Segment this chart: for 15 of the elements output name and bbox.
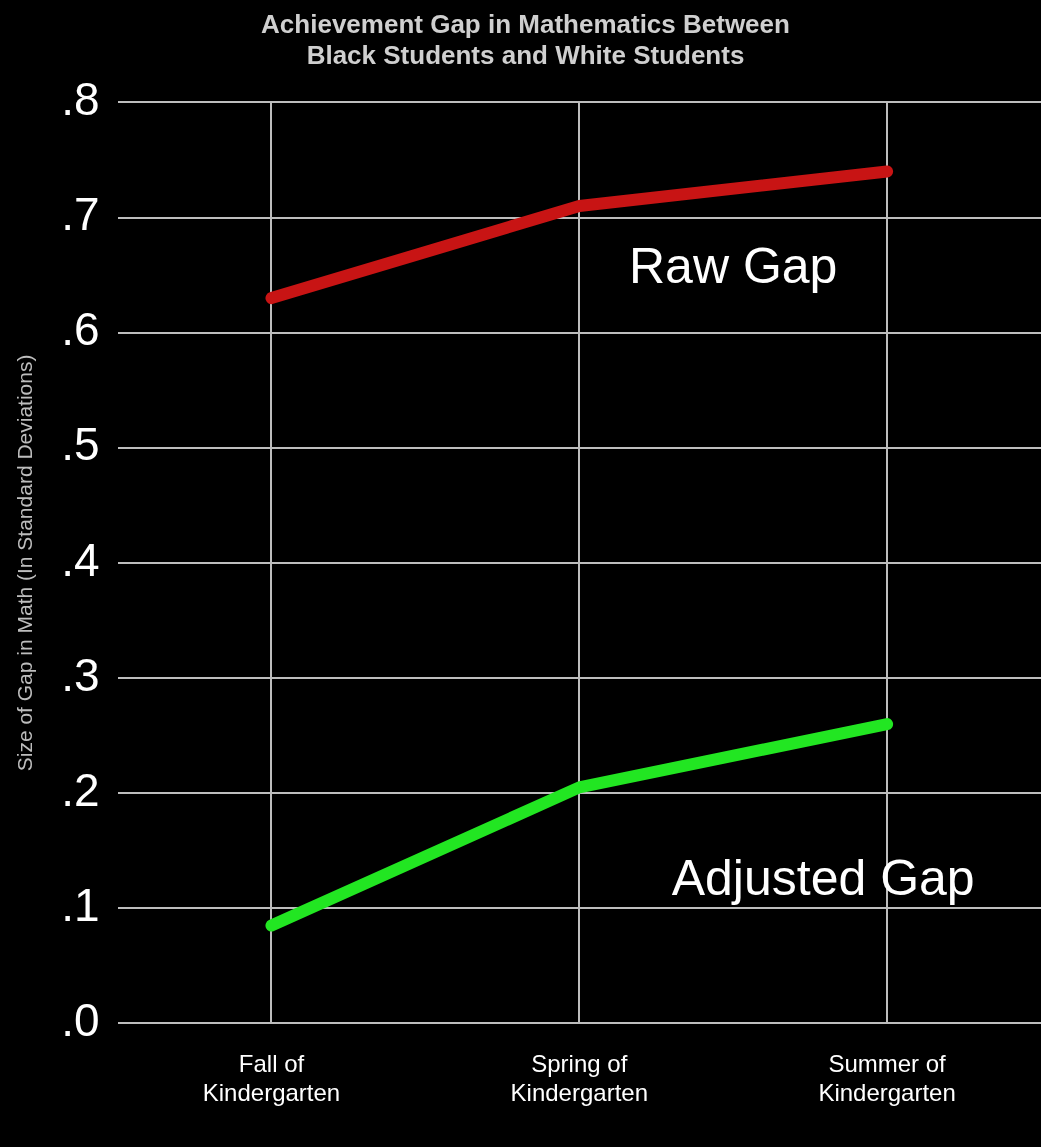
y-tick-label: .3 xyxy=(61,648,100,701)
y-tick-label: .0 xyxy=(61,994,100,1047)
y-tick-label: .2 xyxy=(61,763,100,816)
y-tick-label: .7 xyxy=(61,188,100,241)
y-axis-title: Size of Gap in Math (In Standard Deviations) xyxy=(13,354,37,772)
y-tick-label: .4 xyxy=(61,533,100,586)
x-tick-label: Fall of Kindergarten xyxy=(202,1050,341,1107)
y-tick-label: .6 xyxy=(61,303,100,356)
series-label: Raw Gap xyxy=(628,237,838,294)
chart-title: Achievement Gap in Mathematics Between Black Students and White Students xyxy=(261,8,790,70)
x-tick-label: Summer of Kindergarten xyxy=(818,1050,956,1107)
y-tick-label: .5 xyxy=(61,418,100,471)
y-tick-label: .8 xyxy=(61,73,100,126)
x-tick-label: Spring of Kindergarten xyxy=(510,1050,648,1107)
y-tick-label: .1 xyxy=(61,878,100,931)
